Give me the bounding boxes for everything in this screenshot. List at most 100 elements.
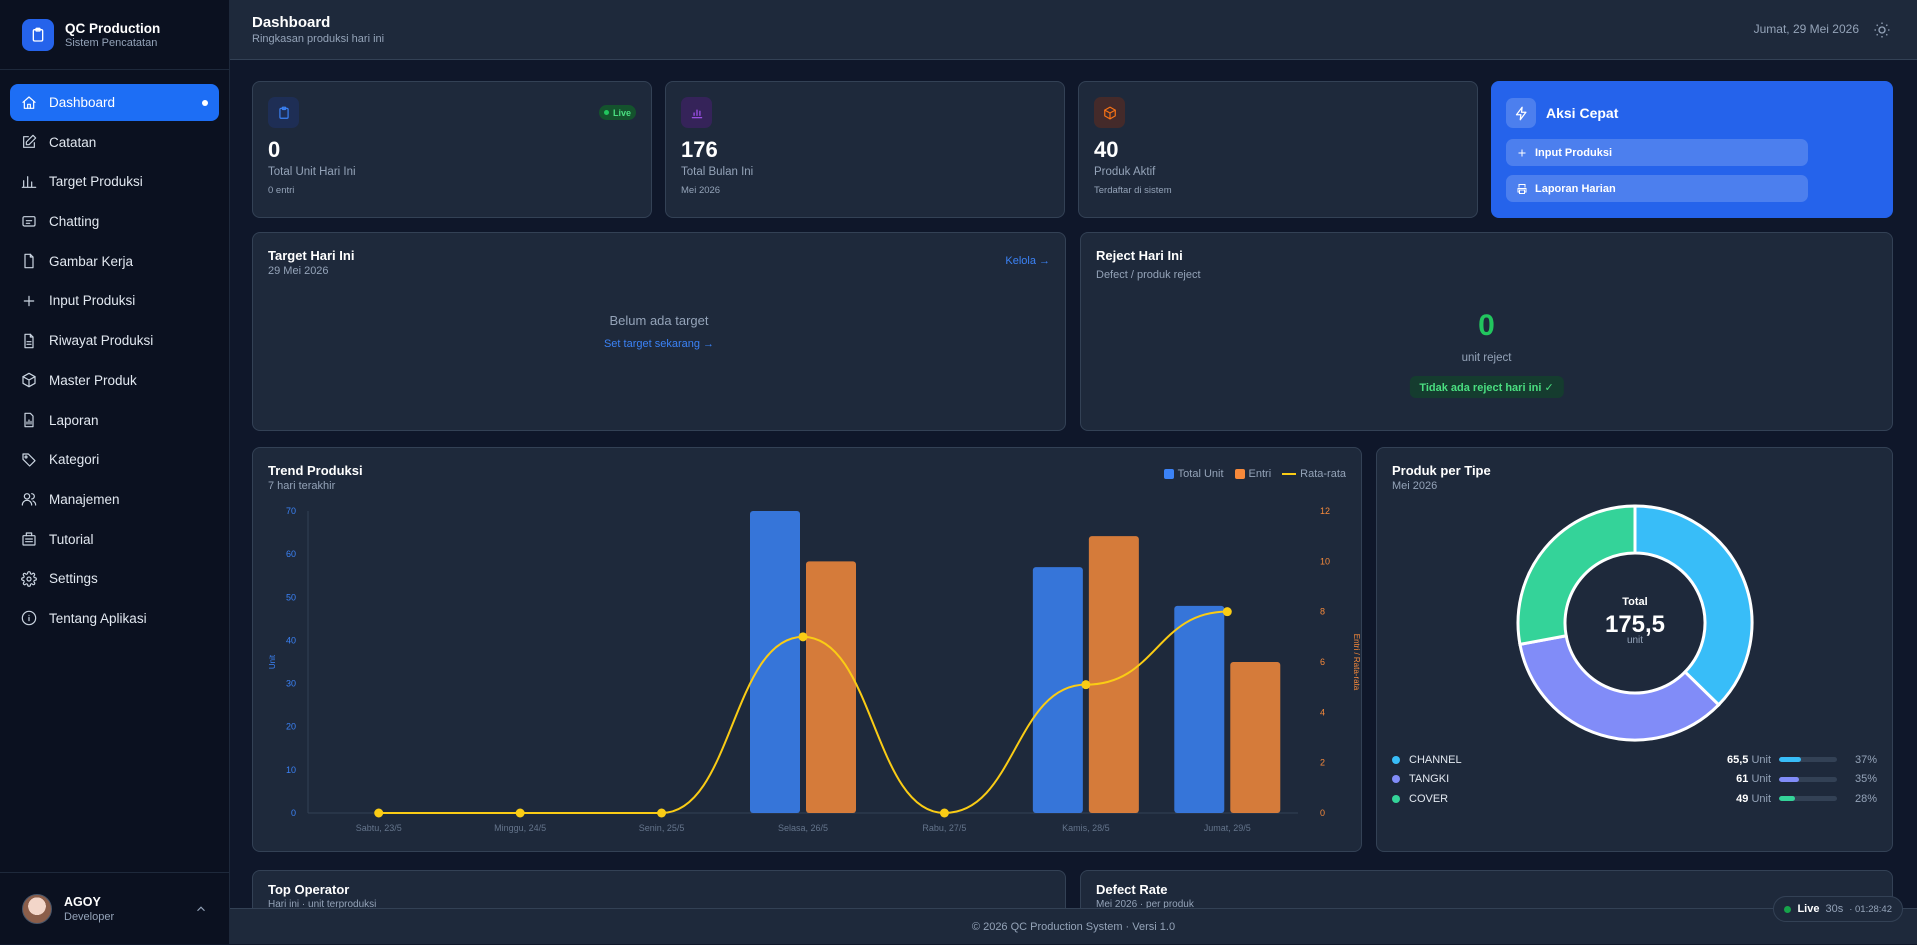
button-label: Input Produksi [1535, 146, 1612, 159]
sidebar-item-settings[interactable]: Settings [10, 560, 219, 597]
sidebar-item-gambar-kerja[interactable]: Gambar Kerja [10, 243, 219, 280]
sun-icon[interactable] [1873, 21, 1891, 39]
product-pct: 37% [1854, 753, 1877, 766]
x-tick-label: Minggu, 24/5 [494, 823, 546, 833]
set-target-link[interactable]: Set target sekarang → [603, 338, 715, 350]
sidebar-item-manajemen[interactable]: Manajemen [10, 481, 219, 518]
top-operator-card: Top Operator Hari ini · unit terproduksi [252, 870, 1066, 908]
live-badge-label: Live [612, 107, 631, 118]
page-subtitle: Ringkasan produksi hari ini [252, 33, 385, 45]
donut-slice-channel[interactable] [1633, 504, 1754, 707]
sidebar-item-tentang-aplikasi[interactable]: Tentang Aplikasi [10, 600, 219, 637]
message-icon [22, 215, 36, 227]
bar-total-unit[interactable] [750, 511, 800, 813]
stat-value: 176 [681, 137, 718, 162]
laporan-harian-button[interactable]: Laporan Harian [1506, 175, 1808, 202]
sidebar-item-chatting[interactable]: Chatting [10, 203, 219, 240]
user-role: Developer [64, 910, 115, 923]
product-pct: 35% [1854, 773, 1877, 786]
legend-row-cover: COVER 49 Unit 28% [1392, 789, 1877, 809]
product-name: COVER [1409, 792, 1449, 805]
point-rata-rata[interactable] [657, 808, 667, 818]
donut-center-value: 175,5 [1605, 611, 1665, 638]
product-value: 65,5 Unit [1727, 754, 1771, 766]
product-type-title: Produk per Tipe [1392, 463, 1491, 478]
donut-slice-tangki[interactable] [1518, 634, 1721, 742]
button-label: Laporan Harian [1535, 182, 1616, 195]
legend-item-rata-rata[interactable]: Rata-rata [1282, 468, 1346, 480]
bar-entri[interactable] [1230, 662, 1281, 813]
sidebar-item-label: Input Produksi [49, 293, 136, 309]
input-produksi-button[interactable]: Input Produksi [1506, 139, 1808, 166]
y-axis-label: Unit [268, 654, 277, 669]
quick-actions-card: Aksi Cepat Input Produksi Laporan Harian [1491, 81, 1893, 218]
legend-item-entri[interactable]: Entri [1234, 468, 1271, 480]
legend-item-total-unit[interactable]: Total Unit [1163, 468, 1224, 480]
kelola-link[interactable]: Kelola → [1005, 255, 1050, 267]
stat-value: 40 [1094, 137, 1119, 162]
x-tick-label: Rabu, 27/5 [922, 823, 966, 833]
bar-entri[interactable] [806, 561, 856, 813]
sidebar-item-riwayat-produksi[interactable]: Riwayat Produksi [10, 322, 219, 359]
y2-tick-label: 10 [1320, 556, 1330, 566]
point-rata-rata[interactable] [798, 632, 808, 642]
lightning-icon [1506, 98, 1536, 128]
sidebar-item-tutorial[interactable]: Tutorial [10, 521, 219, 558]
legend-swatch [1163, 469, 1174, 479]
sidebar-item-dashboard[interactable]: Dashboard [10, 84, 219, 121]
x-tick-label: Selasa, 26/5 [778, 823, 828, 833]
brand-title: QC Production [65, 20, 161, 36]
quick-actions-header: Aksi Cepat [1506, 98, 1618, 128]
sidebar-item-laporan[interactable]: Laporan [10, 402, 219, 439]
donut-center-label: Total [1622, 596, 1647, 608]
live-dot-icon [603, 110, 609, 115]
users-icon [21, 493, 37, 506]
sidebar-item-master-produk[interactable]: Master Produk [10, 362, 219, 399]
product-share-fill [1779, 796, 1796, 802]
clipboard-icon [22, 18, 54, 51]
x-tick-label: Kamis, 28/5 [1062, 823, 1110, 833]
empty-target-text: Belum ada target [609, 313, 709, 328]
sidebar-item-target-produksi[interactable]: Target Produksi [10, 163, 219, 200]
point-rata-rata[interactable] [374, 808, 384, 818]
sidebar-item-kategori[interactable]: Kategori [10, 441, 219, 478]
live-dot-icon [1784, 905, 1792, 913]
product-share-fill [1779, 757, 1801, 763]
y2-tick-label: 0 [1320, 808, 1325, 818]
point-rata-rata[interactable] [515, 808, 525, 818]
live-refresh-indicator[interactable]: Live 30s · 01:28:42 [1773, 896, 1903, 922]
bar-chart-icon [21, 175, 37, 188]
y2-tick-label: 6 [1320, 657, 1325, 667]
user-menu[interactable]: AGOY Developer [0, 872, 230, 944]
target-date: 29 Mei 2026 [268, 265, 329, 277]
live-label: Live [1797, 903, 1820, 915]
tag-icon [22, 453, 36, 467]
bar-total-unit[interactable] [1174, 605, 1225, 813]
bar-entri[interactable] [1088, 536, 1139, 813]
edit-icon [23, 134, 37, 149]
y-tick-label: 30 [286, 679, 296, 689]
sidebar-item-label: Tentang Aplikasi [49, 610, 147, 626]
avatar [22, 893, 52, 924]
chevron-up-icon[interactable] [194, 902, 208, 916]
sidebar-item-catatan[interactable]: Catatan [10, 124, 219, 161]
sidebar-item-input-produksi[interactable]: Input Produksi [10, 282, 219, 319]
box-icon [22, 373, 36, 388]
x-tick-label: Senin, 25/5 [639, 823, 685, 833]
point-rata-rata[interactable] [1222, 607, 1232, 617]
home-icon [22, 95, 36, 109]
y-tick-label: 0 [291, 808, 296, 818]
product-value-number: 49 [1736, 792, 1749, 805]
product-value-unit: Unit [1751, 773, 1771, 786]
refresh-interval: 30s [1825, 903, 1844, 915]
product-share-bar [1779, 757, 1837, 763]
stat-label: Total Unit Hari Ini [268, 166, 356, 178]
point-rata-rata[interactable] [1081, 680, 1091, 690]
donut-slice-cover[interactable] [1516, 504, 1637, 647]
chart-legend: Total Unit Entri Rata-rata [1163, 468, 1346, 480]
point-rata-rata[interactable] [939, 808, 949, 818]
file-text-icon [24, 333, 34, 348]
bar-total-unit[interactable] [1032, 567, 1083, 813]
target-card: Target Hari Ini 29 Mei 2026 Kelola → Bel… [252, 232, 1066, 431]
